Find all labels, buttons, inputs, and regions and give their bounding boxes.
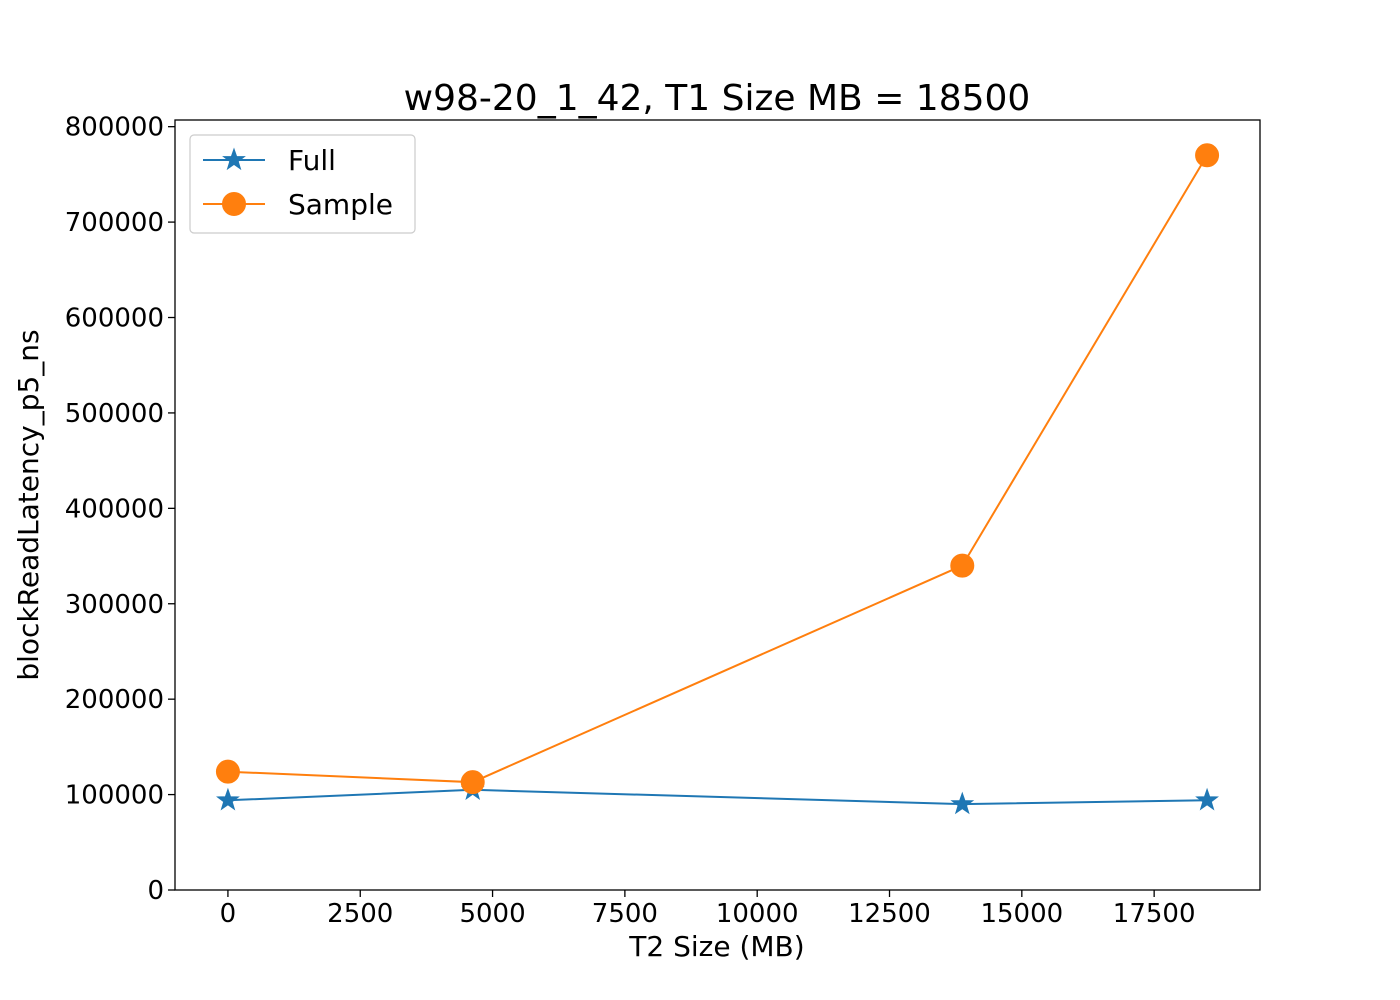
series-layer <box>215 143 1220 815</box>
chart-title: w98-20_1_42, T1 Size MB = 18500 <box>404 78 1031 119</box>
x-tick-label: 0 <box>220 899 237 929</box>
y-tick-label: 200000 <box>65 685 164 715</box>
x-axis-label: T2 Size (MB) <box>628 930 804 963</box>
legend-marker-full <box>222 147 246 171</box>
x-tick-label: 10000 <box>716 899 799 929</box>
data-point-full <box>1195 787 1219 811</box>
y-tick-label: 300000 <box>65 590 164 620</box>
y-tick-label: 800000 <box>65 113 164 143</box>
data-point-sample <box>215 759 240 784</box>
y-tick-label: 700000 <box>65 208 164 238</box>
x-tick-label: 5000 <box>459 899 525 929</box>
y-tick-label: 600000 <box>65 304 164 334</box>
x-tick-label: 17500 <box>1113 899 1196 929</box>
legend: Full Sample <box>189 134 416 234</box>
x-tick-label: 12500 <box>848 899 931 929</box>
data-point-sample <box>1195 143 1220 168</box>
legend-label-sample: Sample <box>288 188 393 221</box>
x-tick-label: 15000 <box>980 899 1063 929</box>
legend-label-full: Full <box>288 144 336 177</box>
data-point-full <box>216 787 240 811</box>
y-tick-label: 500000 <box>65 399 164 429</box>
x-tick-label: 7500 <box>592 899 658 929</box>
y-tick-label: 0 <box>147 876 164 906</box>
plot-area-frame <box>174 119 1261 891</box>
x-axis-ticks: 0 2500 5000 7500 10000 12500 15000 17500 <box>220 890 1196 929</box>
series-line-full <box>227 788 1208 806</box>
y-tick-label: 400000 <box>65 494 164 524</box>
y-axis-label: blockReadLatency_p5_ns <box>12 329 45 680</box>
series-line-sample <box>227 154 1208 784</box>
data-point-full <box>950 791 975 815</box>
legend-marker-sample <box>222 192 246 216</box>
data-point-sample <box>460 770 485 795</box>
x-tick-label: 2500 <box>327 899 393 929</box>
data-point-sample <box>950 553 975 578</box>
y-axis-ticks: 0 100000 200000 300000 400000 500000 600000 700… <box>65 113 175 906</box>
y-tick-label: 100000 <box>65 781 164 811</box>
